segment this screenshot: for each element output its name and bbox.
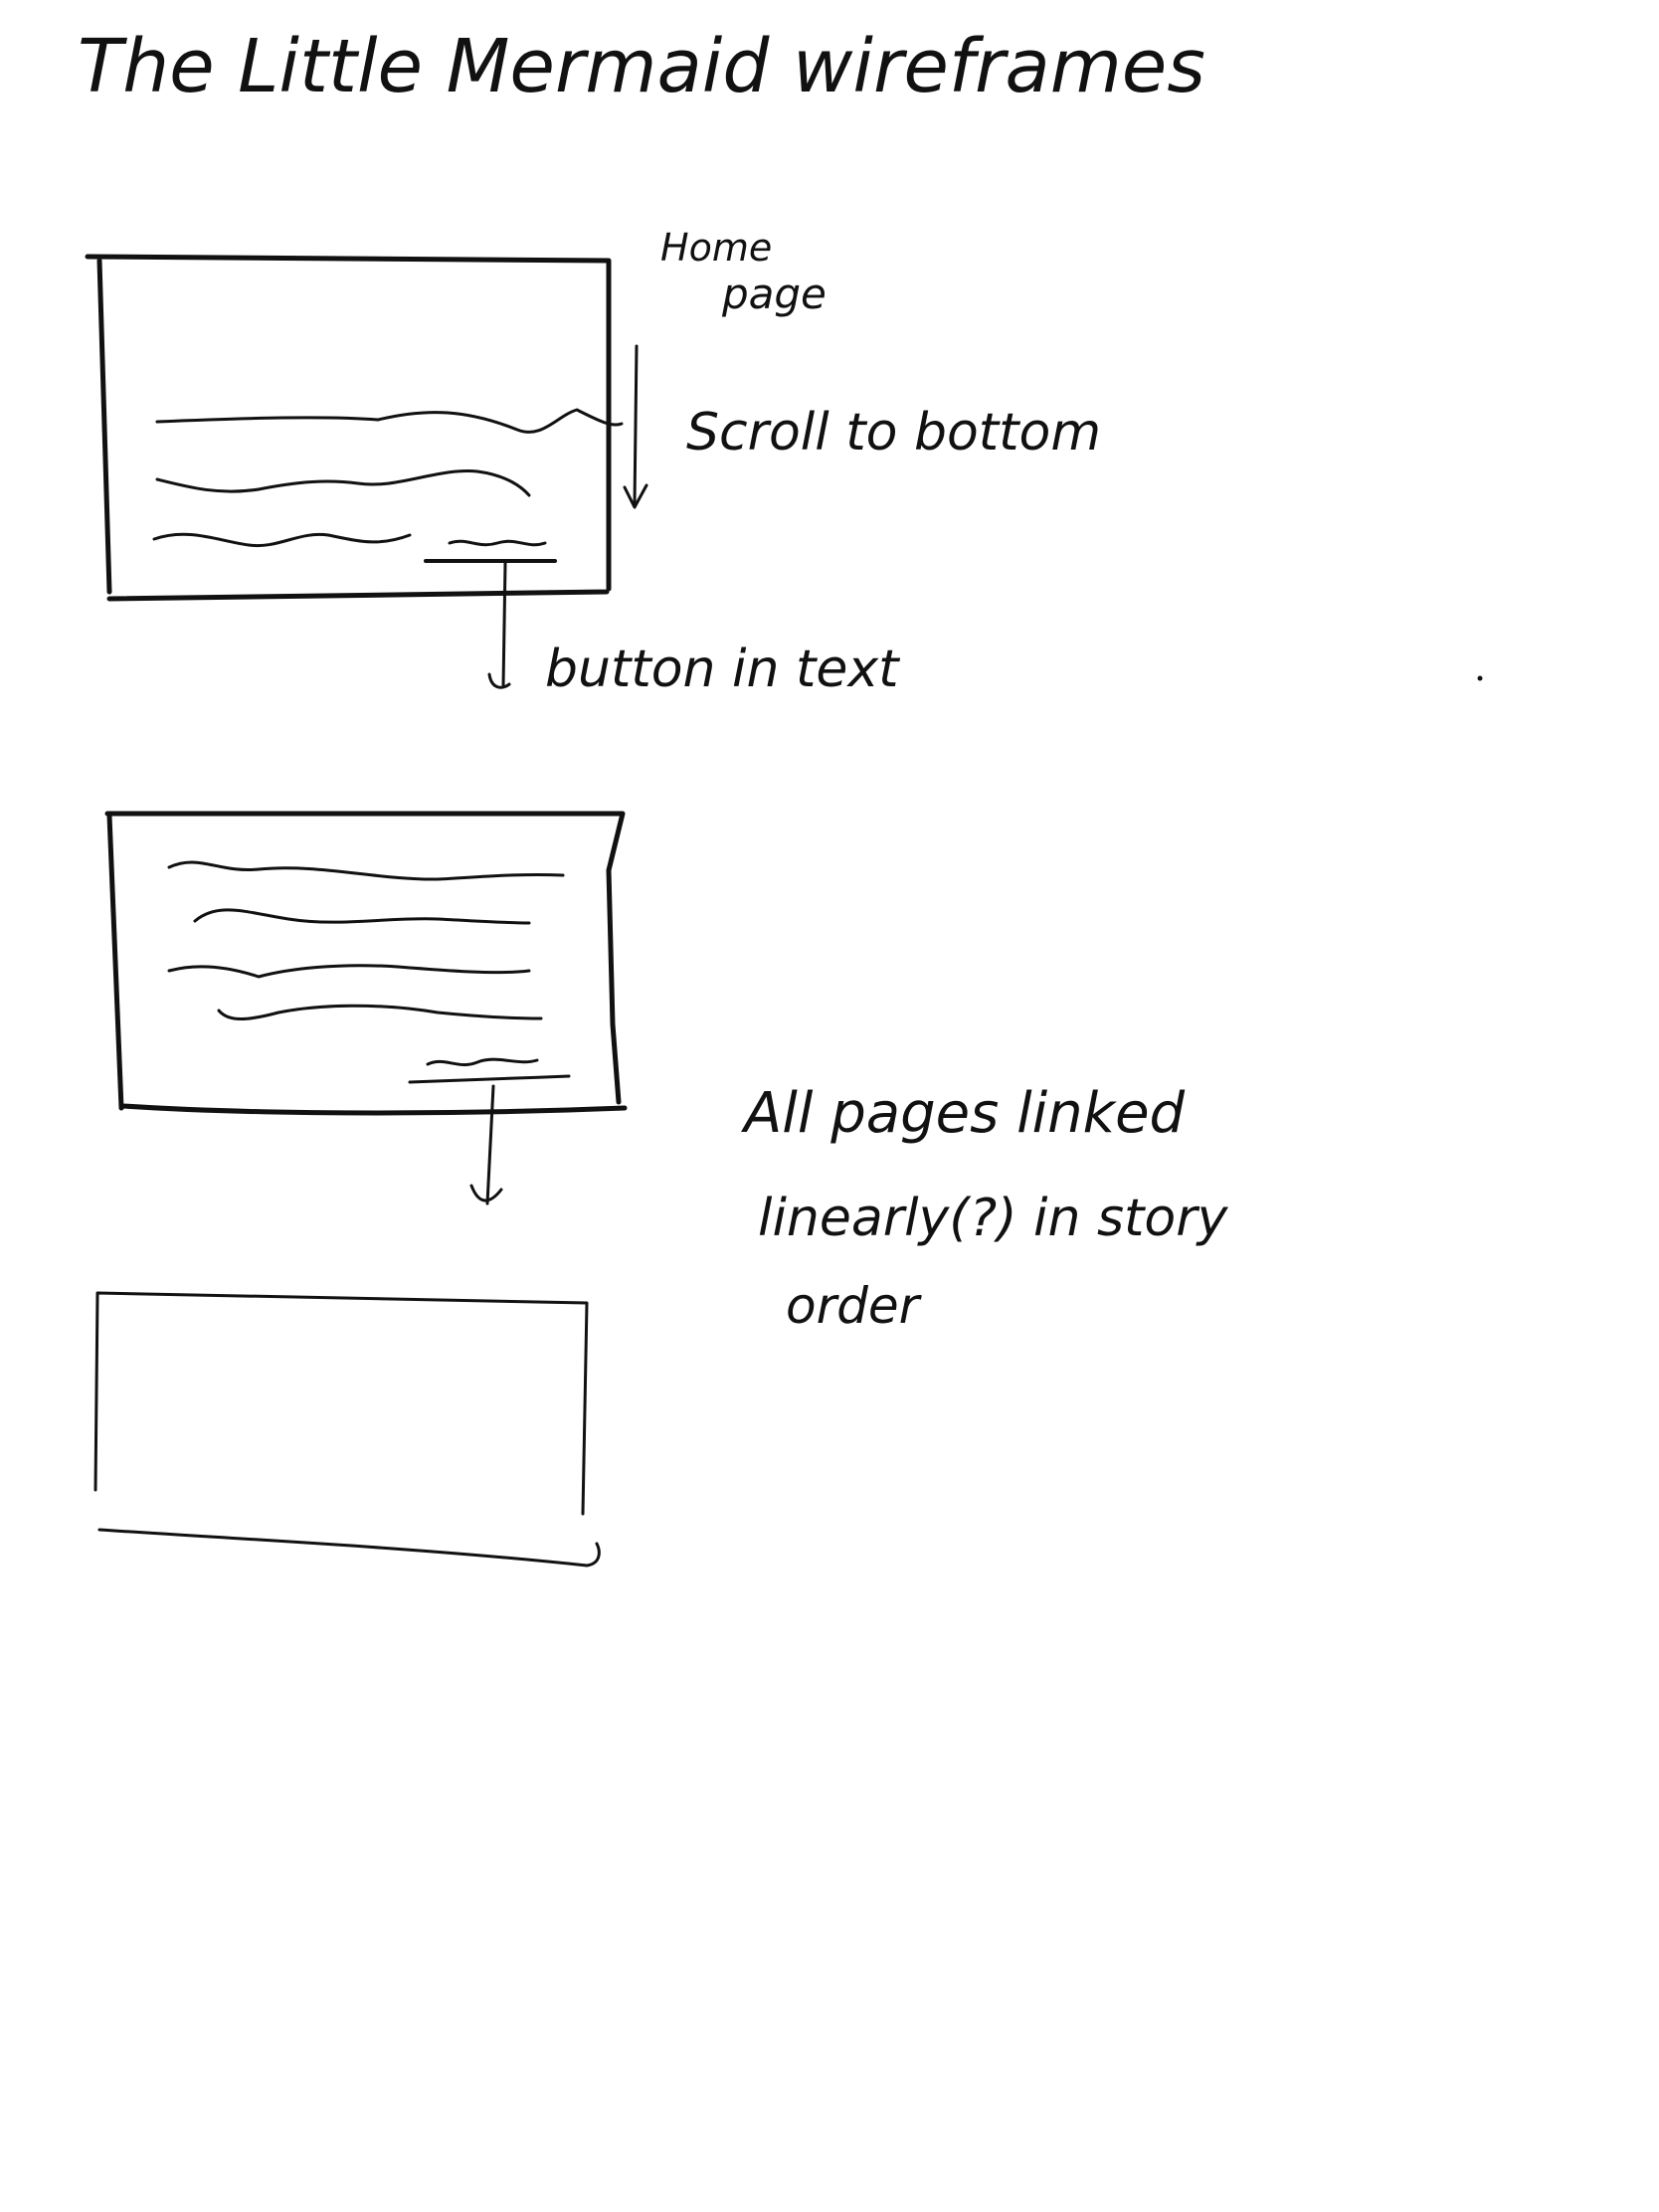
next-page-arrow: [469, 1084, 503, 1205]
linked-pages-note: linearly(?) in story: [758, 1189, 1229, 1248]
text-line: [155, 469, 531, 497]
text-line: [155, 408, 624, 434]
frame-page-3: [93, 1291, 601, 1567]
wireframe-home-page: [85, 254, 648, 689]
text-line: [152, 532, 412, 548]
scroll-arrow: [623, 344, 648, 509]
linked-pages-note: All pages linked: [741, 1081, 1186, 1146]
text-line: [193, 908, 531, 925]
stray-dot: [1477, 675, 1483, 681]
button-callout-arrow: [487, 561, 511, 689]
wireframe-page-3: [93, 1291, 601, 1567]
frame-home-page: [85, 254, 612, 602]
home-page-label: page: [721, 270, 827, 318]
button-squiggle: [448, 539, 547, 547]
text-line: [167, 860, 565, 881]
scroll-note: Scroll to bottom: [686, 403, 1101, 462]
sketch-title: The Little Mermaid wireframes: [78, 24, 1205, 109]
button-underline: [408, 1074, 571, 1084]
button-squiggle: [426, 1057, 539, 1067]
frame-page-2: [104, 811, 628, 1116]
text-line: [167, 964, 531, 979]
wireframe-page-2: [104, 811, 628, 1205]
home-page-label: Home: [660, 226, 772, 270]
button-note: button in text: [545, 640, 900, 699]
linked-pages-note: order: [786, 1277, 923, 1335]
text-line: [217, 1004, 543, 1020]
